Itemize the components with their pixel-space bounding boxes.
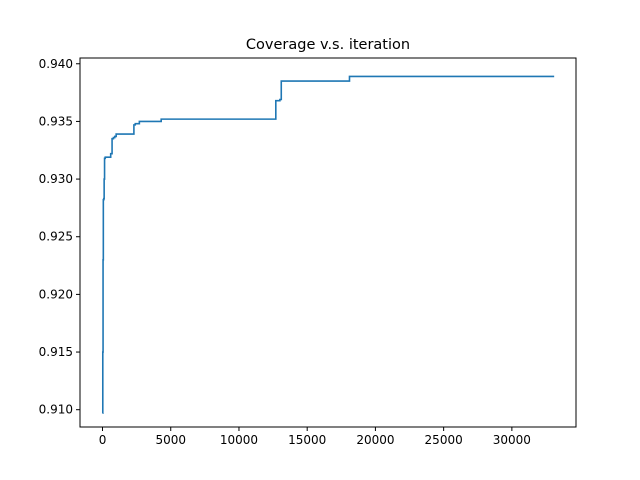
y-tick-label: 0.940 xyxy=(39,57,73,71)
y-axis: 0.910 0.915 0.920 0.925 0.930 0.935 0.940 xyxy=(39,57,80,417)
coverage-series-line xyxy=(101,75,555,414)
x-axis: 0 5000 10000 15000 20000 25000 30000 xyxy=(99,427,531,447)
y-tick-label: 0.920 xyxy=(39,287,73,301)
x-tick-label: 10000 xyxy=(220,433,258,447)
x-tick-label: 15000 xyxy=(288,433,326,447)
y-tick-label: 0.910 xyxy=(39,403,73,417)
chart-title: Coverage v.s. iteration xyxy=(246,37,410,53)
x-tick-label: 25000 xyxy=(425,433,463,447)
x-tick-label: 0 xyxy=(99,433,107,447)
y-tick-label: 0.930 xyxy=(39,172,73,186)
x-tick-label: 30000 xyxy=(493,433,531,447)
plot-area xyxy=(101,75,555,414)
x-tick-label: 5000 xyxy=(155,433,186,447)
x-tick-label: 20000 xyxy=(356,433,394,447)
plot-frame xyxy=(79,57,577,428)
y-tick-label: 0.925 xyxy=(39,230,73,244)
y-tick-label: 0.935 xyxy=(39,114,73,128)
y-tick-label: 0.915 xyxy=(39,345,73,359)
